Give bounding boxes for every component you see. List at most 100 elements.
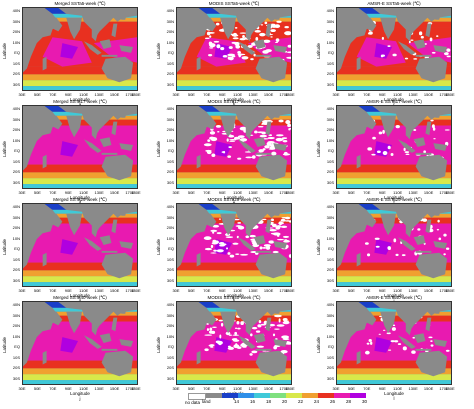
land-mass (212, 8, 291, 38)
longitude-tick-label: 130E (248, 288, 258, 293)
panel-title: AMSR-E SSTa17-week (℃) (366, 99, 422, 104)
land-mass (253, 39, 266, 49)
longitude-tick-label: 70E (49, 386, 57, 391)
no-data-patch (282, 321, 290, 325)
no-data-patch (212, 224, 220, 228)
latitude-tick-label: 20S (326, 267, 334, 272)
longitude-tick-label: 90E (378, 190, 386, 195)
x-axis-label: Longitude (70, 293, 90, 298)
land-mass (83, 41, 102, 55)
land-mass (275, 207, 282, 216)
sst-band (337, 209, 451, 214)
sst-band (23, 282, 137, 286)
no-data-patch (228, 46, 233, 49)
sst-band (23, 262, 137, 271)
no-data-patch (272, 333, 276, 337)
no-data-patch (221, 151, 225, 153)
legend-swatch: 18 (254, 393, 271, 404)
y-axis-label: Latitude (2, 238, 7, 255)
latitude-tick-label: 20N (12, 225, 20, 230)
longitude-tick-label: 90E (378, 386, 386, 391)
no-data-patch (210, 252, 217, 254)
land-mass (405, 225, 412, 238)
land-mass (101, 154, 134, 181)
no-data-patch (251, 326, 258, 330)
longitude-tick-label: 150E (109, 190, 120, 195)
no-data-patch (268, 148, 276, 150)
legend-swatch: no data (185, 393, 206, 405)
y-axis-label: Latitude (316, 238, 321, 255)
no-data-patch (260, 24, 264, 26)
land-mass (245, 29, 252, 42)
land-mass (196, 350, 201, 365)
x-axis-label: Longitude (384, 391, 404, 396)
longitude-tick-label: 130E (248, 386, 258, 391)
longitude-tick-label: 30E (172, 386, 180, 391)
land-mass (425, 121, 432, 136)
latitude-tick-label: 20S (166, 169, 174, 174)
longitude-tick-label: 70E (203, 288, 211, 293)
no-data-patch (204, 334, 213, 336)
no-data-patch (378, 131, 383, 135)
x-axis-label: Longitude (224, 195, 244, 200)
longitude-tick-label: 180E (445, 92, 455, 97)
longitude-tick-label: 70E (49, 288, 57, 293)
sst-field (23, 106, 137, 188)
no-data-patch (386, 332, 391, 335)
longitude-tick-label: 150E (263, 288, 274, 293)
longitude-tick-label: 30E (18, 92, 26, 97)
no-data-patch (239, 32, 247, 34)
land-mass (255, 154, 288, 181)
sst-map-panel (336, 203, 452, 287)
land-mass (121, 109, 128, 118)
latitude-tick-label: 30N (326, 312, 334, 318)
sst-band (337, 307, 451, 312)
no-data-patch (257, 324, 262, 328)
sst-band (23, 209, 137, 214)
no-data-patch (240, 253, 248, 256)
no-data-patch (250, 333, 253, 337)
sst-band (23, 184, 137, 188)
latitude-tick-label: 20S (326, 169, 334, 174)
no-data-patch (204, 247, 212, 251)
longitude-tick-label: 180E (445, 288, 455, 293)
no-data-patch (428, 336, 433, 339)
land-mass (91, 127, 98, 140)
sst-band (177, 368, 291, 375)
land-mass (435, 207, 442, 216)
latitude-tick-label: 10N (12, 333, 20, 339)
no-data-patch (438, 237, 442, 241)
land-mass (372, 8, 451, 38)
y-axis-label: Latitude (156, 140, 161, 157)
no-data-patch (253, 53, 256, 57)
no-data-patch (250, 58, 254, 61)
sst-band (177, 276, 291, 283)
legend-label: 26 (330, 399, 336, 404)
no-data-patch (232, 334, 240, 336)
longitude-tick-label: 50E (33, 288, 41, 293)
no-data-patch (370, 341, 373, 345)
no-data-patch (251, 350, 258, 354)
no-data-patch (245, 156, 253, 159)
land-mass (358, 309, 377, 326)
land-mass (42, 252, 47, 267)
land-mass (58, 204, 137, 234)
longitude-tick-label: 150E (263, 190, 274, 195)
no-data-patch (437, 219, 440, 223)
legend-label: 18 (266, 399, 272, 404)
no-data-patch (234, 327, 238, 330)
no-data-patch (219, 244, 225, 247)
no-data-patch (262, 148, 266, 151)
x-axis-label: Longitude (384, 195, 404, 200)
latitude-tick-label: 10S (166, 60, 174, 66)
longitude-tick-label: 50E (347, 386, 355, 391)
land-mass (220, 311, 236, 334)
longitude-tick-label: 30E (18, 288, 26, 293)
longitude-tick-label: 150E (109, 386, 120, 391)
longitude-tick-label: 50E (33, 92, 41, 97)
legend-swatch: 14 (222, 393, 239, 404)
longitude-tick-label: 170E (125, 190, 135, 195)
sst-band (337, 178, 451, 185)
longitude-tick-label: 110E (233, 92, 243, 97)
sst-map-panel (22, 105, 138, 189)
